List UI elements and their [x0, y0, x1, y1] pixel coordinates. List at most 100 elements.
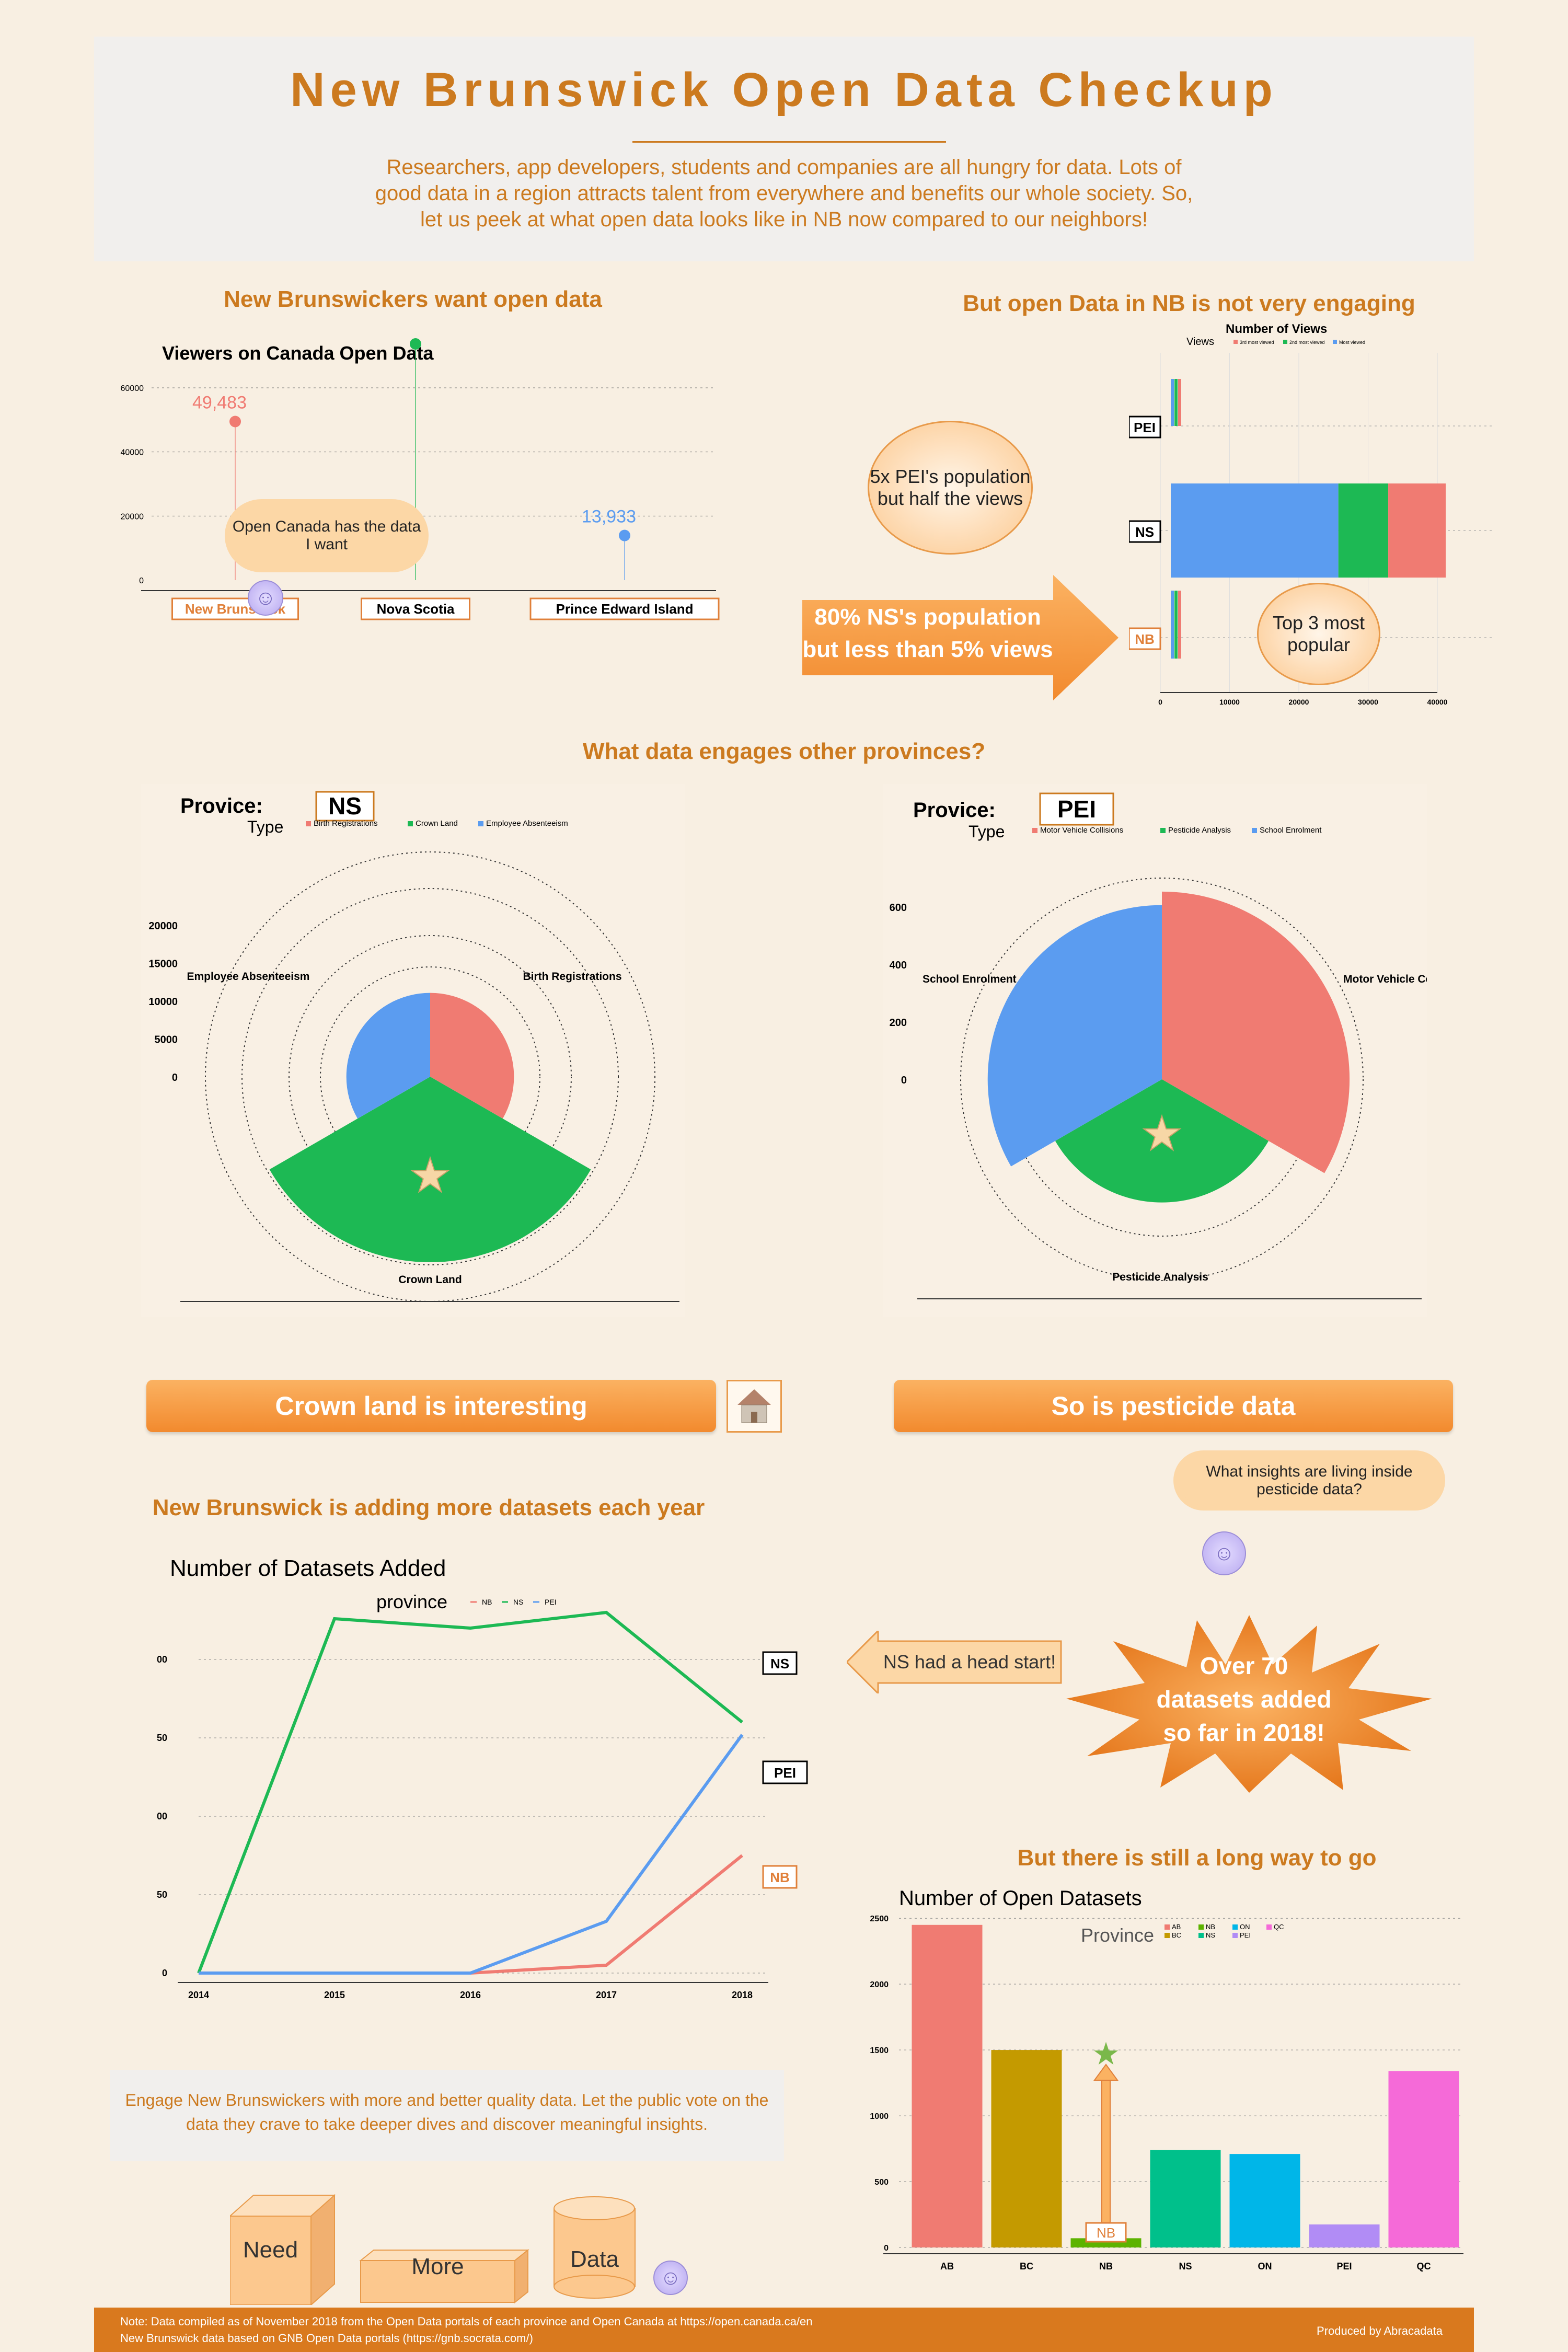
views-chart-title: Number of Views [1226, 322, 1327, 336]
category-label: NS [1135, 524, 1154, 540]
smiley-icon: ☺ [653, 2261, 688, 2295]
x-tick-label: 10000 [1219, 698, 1240, 706]
polar-sector [987, 905, 1162, 1167]
polar-sector [269, 1077, 591, 1262]
ns-title-prefix: Provice: [180, 794, 263, 817]
polar-sector [1055, 1079, 1269, 1203]
radial-grid [320, 966, 540, 1187]
legend-label: ON [1240, 1923, 1250, 1931]
legend-label: School Enrolment [1260, 826, 1322, 835]
value-label: 13,933 [582, 507, 636, 527]
stacked-bar-segment [1388, 483, 1446, 578]
footer-note-2: New Brunswick data based on GNB Open Dat… [120, 2332, 533, 2345]
stacked-bar-segment [1174, 379, 1178, 426]
r-tick-label: 20000 [148, 920, 178, 932]
x-tick-label: 20000 [1289, 698, 1309, 706]
footer-credit: Produced by Abracadata [1317, 2324, 1443, 2337]
viewers-chart-title: Viewers on Canada Open Data [162, 342, 434, 364]
legend-label: AB [1172, 1923, 1181, 1931]
engage-panel [110, 2070, 784, 2161]
section-title-longway: But there is still a long way to go [1017, 1845, 1377, 1871]
x-tick-label: 0 [1158, 698, 1162, 706]
section-title-engages: What data engages other provinces? [582, 739, 986, 764]
y-tick-label: 100 [157, 1811, 167, 1821]
pei-legend-title: Type [969, 822, 1005, 841]
footer: Note: Data compiled as of November 2018 … [94, 2308, 1474, 2352]
headstart-arrow [847, 1631, 1062, 1693]
r-tick-label: 200 [890, 1017, 907, 1029]
smiley-icon: ☺ [1202, 1531, 1246, 1575]
category-label: Pesticide Analysis [1112, 1271, 1208, 1283]
legend-label: BC [1172, 1931, 1181, 1939]
legend-label: 2nd most viewed [1289, 340, 1325, 345]
x-tick-label: NS [1179, 2261, 1192, 2272]
stacked-bar-segment [1171, 591, 1174, 659]
legend-label: NS [1206, 1931, 1215, 1939]
title-divider [632, 141, 946, 143]
ns-arrow-text: 80% NS's population but less than 5% vie… [802, 604, 1053, 662]
y-tick-label: 20000 [121, 512, 144, 521]
r-tick-label: 600 [890, 902, 907, 914]
y-tick-label: 50 [157, 1889, 167, 1900]
y-tick-label: 1000 [870, 2112, 889, 2121]
category-box [1129, 416, 1161, 439]
legend-label: Crown Land [416, 819, 458, 828]
legend-label: NS [513, 1598, 523, 1606]
viewers-chart: Viewers on Canada Open Data 0 20000 40000 6… [121, 335, 720, 620]
legend-label: PEI [1240, 1931, 1251, 1939]
r-tick-label: 0 [172, 1072, 178, 1083]
r-tick-label: 5000 [155, 1034, 178, 1046]
legend-label: 3rd most viewed [1240, 340, 1274, 345]
legend-label: PEI [545, 1598, 557, 1606]
category-label: NB [1135, 631, 1155, 647]
end-label-box [762, 1651, 798, 1675]
pei-polar-chart: Provice: PEI Type Motor Vehicle Collisio… [883, 784, 1427, 1317]
nb-arrow-head [1093, 2063, 1119, 2081]
section-title-engaging: But open Data in NB is not very engaging [963, 291, 1415, 316]
category-box [1129, 520, 1161, 543]
nb-label-box [1085, 2222, 1127, 2243]
y-tick-label: 150 [157, 1733, 167, 1743]
over70-text: Over 70 datasets added so far in 2018! [1156, 1652, 1332, 1746]
stacked-bar-segment [1171, 379, 1174, 426]
category-label: Birth Registrations [523, 971, 621, 983]
bar [1150, 2150, 1221, 2247]
x-tick-label: NB [1099, 2261, 1113, 2272]
y-tick-label: 1500 [870, 2046, 889, 2055]
lollipop-point [410, 338, 421, 350]
bar [912, 1924, 983, 2247]
legend-label: Employee Absenteeism [486, 819, 568, 828]
legend-label: Motor Vehicle Collisions [1040, 826, 1123, 835]
ns-title-value: NS [328, 792, 362, 820]
legend-swatch [1333, 340, 1337, 344]
pesticide-ribbon: So is pesticide data [894, 1380, 1453, 1432]
crown-land-ribbon: Crown land is interesting [146, 1380, 716, 1432]
legend-label: NB [1206, 1923, 1215, 1931]
y-tick-label: 0 [162, 1968, 167, 1978]
pei-title-value: PEI [1057, 795, 1096, 823]
intro-text: Researchers, app developers, students an… [375, 156, 1193, 231]
legend-swatch [1232, 1924, 1238, 1930]
top3-bubble: Top 3 most popular [1257, 583, 1380, 685]
lollipop-point [229, 416, 241, 428]
stacked-bar-segment [1174, 591, 1178, 659]
series-line [199, 1854, 743, 1975]
stacked-bar-segment [1178, 379, 1181, 426]
x-tick-label: ON [1258, 2261, 1272, 2272]
open-canada-cloud: Open Canada has the data I want [230, 504, 423, 567]
block-more: More [411, 2254, 464, 2279]
end-label: NS [770, 1656, 789, 1671]
legend-label: NB [482, 1598, 492, 1606]
legend-swatch [306, 821, 311, 826]
y-tick-label: 2000 [870, 1980, 889, 1989]
radial-grid [241, 888, 619, 1265]
legend-label: Birth Registrations [314, 819, 378, 828]
r-tick-label: 10000 [148, 996, 178, 1008]
star-icon: ★ [1092, 2036, 1120, 2071]
y-tick-label: 500 [874, 2178, 889, 2187]
polar-sector [346, 993, 430, 1119]
ns-legend-title: Type [247, 817, 283, 836]
section-title-adding: New Brunswick is adding more datasets ea… [152, 1495, 705, 1520]
legend-label: QC [1274, 1923, 1284, 1931]
datasets-added-chart: Number of Datasets Added province NB NS PE… [157, 1555, 808, 2000]
